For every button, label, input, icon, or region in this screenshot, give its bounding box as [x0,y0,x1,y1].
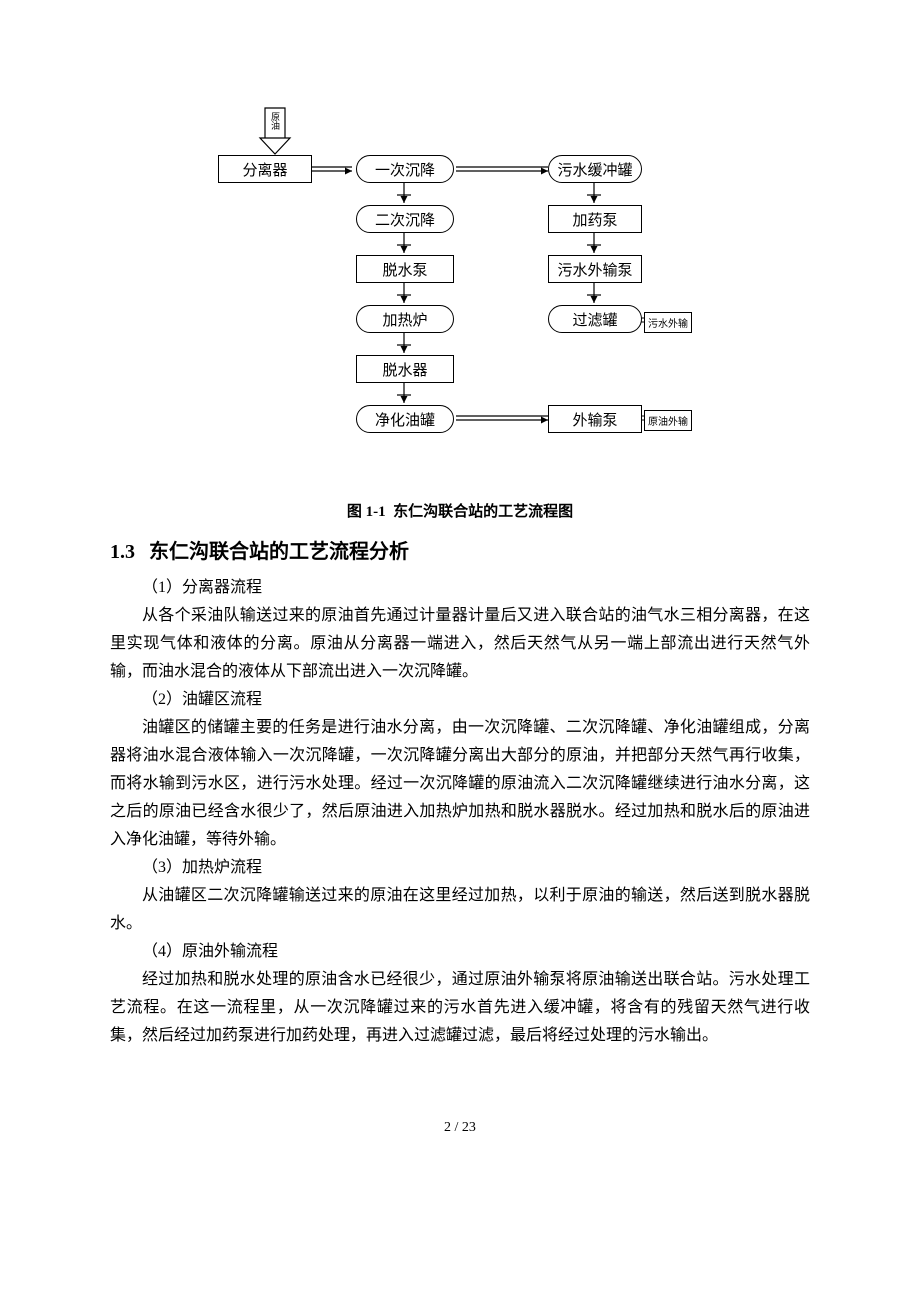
node-dewater: 脱水器 [356,355,454,383]
flowchart-diagram: 原油 分离器 一次沉降 二次沉降 脱水泵 加热炉 脱水器 净化油罐 污水缓冲罐 … [190,100,730,480]
node-sewage-pump: 污水外输泵 [548,255,642,283]
node-export-pump: 外输泵 [548,405,642,433]
node-heater: 加热炉 [356,305,454,333]
para-7: （4）原油外输流程 [110,938,810,966]
label-crude-out: 原油外输 [644,410,692,431]
caption-text: 东仁沟联合站的工艺流程图 [393,504,573,520]
node-dose-pump: 加药泵 [548,205,642,233]
para-6: 从油罐区二次沉降罐输送过来的原油在这里经过加热，以利于原油的输送，然后送到脱水器… [110,882,810,938]
page-number: 2 / 23 [110,1120,810,1136]
caption-prefix: 图 [347,504,366,520]
caption-number: 1-1 [366,504,386,520]
figure-caption: 图 1-1 东仁沟联合站的工艺流程图 [110,500,810,521]
label-sewage-out: 污水外输 [644,312,692,333]
document-page: 原油 分离器 一次沉降 二次沉降 脱水泵 加热炉 脱水器 净化油罐 污水缓冲罐 … [0,0,920,1196]
node-dewater-pump: 脱水泵 [356,255,454,283]
node-sed2: 二次沉降 [356,205,454,233]
section-title: 东仁沟联合站的工艺流程分析 [149,541,409,563]
para-4: 油罐区的储罐主要的任务是进行油水分离，由一次沉降罐、二次沉降罐、净化油罐组成，分… [110,714,810,854]
para-8: 经过加热和脱水处理的原油含水已经很少，通过原油外输泵将原油输送出联合站。污水处理… [110,966,810,1050]
node-sed1: 一次沉降 [356,155,454,183]
section-number: 1.3 [110,541,135,563]
para-3: （2）油罐区流程 [110,686,810,714]
node-clean-tank: 净化油罐 [356,405,454,433]
node-buffer: 污水缓冲罐 [548,155,642,183]
node-filter: 过滤罐 [548,305,642,333]
para-1: （1）分离器流程 [110,574,810,602]
input-label: 原油 [270,112,280,130]
para-2: 从各个采油队输送过来的原油首先通过计量器计量后又进入联合站的油气水三相分离器，在… [110,602,810,686]
para-5: （3）加热炉流程 [110,854,810,882]
body-text: （1）分离器流程 从各个采油队输送过来的原油首先通过计量器计量后又进入联合站的油… [110,574,810,1050]
node-separator: 分离器 [218,155,312,183]
section-heading: 1.3 东仁沟联合站的工艺流程分析 [110,535,810,564]
